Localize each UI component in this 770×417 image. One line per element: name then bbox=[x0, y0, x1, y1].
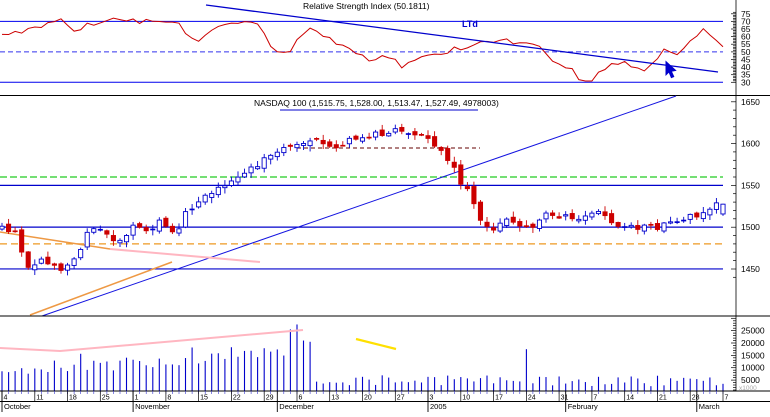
svg-text:1550: 1550 bbox=[741, 180, 760, 190]
svg-text:18: 18 bbox=[69, 395, 77, 402]
svg-text:October: October bbox=[4, 402, 31, 411]
svg-text:14: 14 bbox=[626, 395, 634, 402]
svg-text:November: November bbox=[135, 402, 170, 411]
svg-text:6: 6 bbox=[299, 395, 303, 402]
svg-text:28: 28 bbox=[692, 395, 700, 402]
svg-text:25000: 25000 bbox=[741, 326, 765, 336]
svg-text:13: 13 bbox=[331, 395, 339, 402]
svg-text:24: 24 bbox=[528, 395, 536, 402]
svg-text:7: 7 bbox=[725, 395, 729, 402]
svg-text:1650: 1650 bbox=[741, 97, 760, 107]
svg-text:1: 1 bbox=[135, 395, 139, 402]
svg-text:21: 21 bbox=[659, 395, 667, 402]
svg-text:1450: 1450 bbox=[741, 264, 760, 274]
svg-text:2005: 2005 bbox=[430, 402, 447, 411]
svg-text:7: 7 bbox=[593, 395, 597, 402]
svg-text:NASDAQ 100 (1,515.75, 1,528.00: NASDAQ 100 (1,515.75, 1,528.00, 1,513.47… bbox=[254, 98, 499, 108]
svg-text:February: February bbox=[568, 402, 598, 411]
svg-text:10: 10 bbox=[462, 395, 470, 402]
svg-text:3: 3 bbox=[430, 395, 434, 402]
svg-text:22: 22 bbox=[233, 395, 241, 402]
svg-text:29: 29 bbox=[266, 395, 274, 402]
svg-text:31: 31 bbox=[561, 395, 569, 402]
svg-text:20: 20 bbox=[364, 395, 372, 402]
svg-text:15: 15 bbox=[200, 395, 208, 402]
svg-text:25: 25 bbox=[102, 395, 110, 402]
svg-text:4: 4 bbox=[4, 395, 8, 402]
svg-text:December: December bbox=[279, 402, 314, 411]
svg-text:8: 8 bbox=[167, 395, 171, 402]
svg-text:20000: 20000 bbox=[741, 338, 765, 348]
svg-text:5000: 5000 bbox=[741, 375, 760, 385]
svg-text:17: 17 bbox=[495, 395, 503, 402]
svg-text:Relative Strength Index (50.18: Relative Strength Index (50.1811) bbox=[303, 1, 430, 11]
svg-text:1600: 1600 bbox=[741, 139, 760, 149]
svg-text:15000: 15000 bbox=[741, 350, 765, 360]
svg-text:30: 30 bbox=[741, 77, 751, 87]
svg-text:11: 11 bbox=[36, 395, 43, 402]
svg-text:10000: 10000 bbox=[741, 363, 765, 373]
svg-text:27: 27 bbox=[397, 395, 405, 402]
svg-text:1500: 1500 bbox=[741, 222, 760, 232]
svg-text:LTd: LTd bbox=[462, 19, 478, 29]
svg-text:March: March bbox=[699, 402, 720, 411]
